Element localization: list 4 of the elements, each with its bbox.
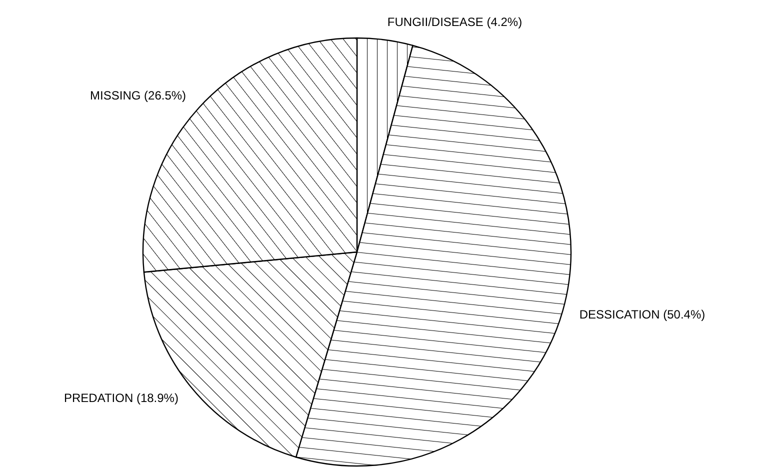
slice-label: PREDATION (18.9%) bbox=[64, 390, 178, 405]
slice-label: DESSICATION (50.4%) bbox=[579, 307, 706, 322]
slice-label: FUNGII/DISEASE (4.2%) bbox=[387, 15, 522, 30]
slice-label: MISSING (26.5%) bbox=[90, 88, 186, 103]
